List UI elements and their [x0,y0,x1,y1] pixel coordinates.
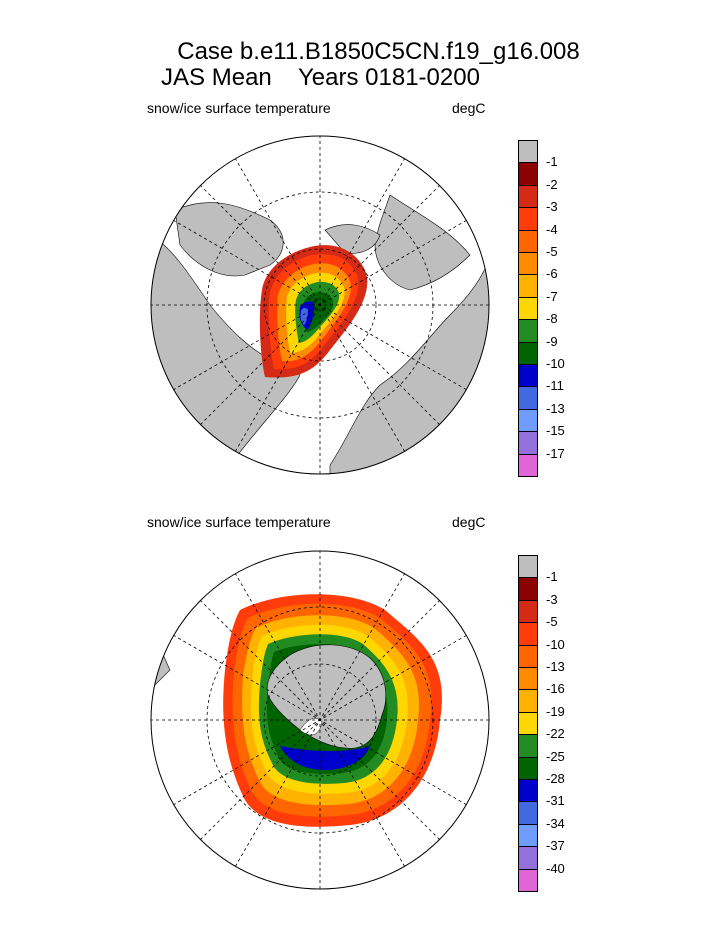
colorbar-tick-label: -9 [546,333,558,349]
colorbar-tick-label: -6 [546,266,558,282]
colorbar-tick-label: -5 [546,244,558,259]
colorbar-swatch [518,577,538,601]
colorbar-tick-label: -1 [546,154,558,170]
north-colorbar: -1 -2 -3 -4 -5 -6 -7 -8 -9 -10 -11 -13 -15 -17 [518,140,578,477]
colorbar-tick-label: -3 [546,199,558,215]
colorbar-swatch [518,846,538,870]
colorbar-tick-label: -2 [546,176,558,192]
colorbar-swatch [518,453,538,477]
colorbar-tick-label: -22 [546,726,565,742]
colorbar-tick-label: -17 [546,445,565,461]
colorbar-tick-label: -19 [546,703,565,719]
colorbar-swatch [518,140,538,164]
colorbar-swatch [518,667,538,691]
north-land-siberia-coast [324,224,381,254]
north-polar-map [150,135,490,475]
colorbar-tick-label: -40 [546,860,565,876]
colorbar-tick-label: -10 [546,636,565,652]
south-land-antarctica [266,644,387,749]
colorbar-swatch [518,296,538,321]
colorbar-tick-label: -15 [546,423,565,439]
north-land-greenland [174,202,284,277]
colorbar-swatch [518,756,538,780]
colorbar-swatch [518,689,538,713]
colorbar-tick-label: -8 [546,311,558,327]
colorbar-tick-label: -10 [546,356,565,371]
colorbar-swatch [518,319,538,343]
colorbar-swatch [518,779,538,803]
colorbar-swatch [518,386,538,410]
colorbar-swatch [518,274,538,298]
colorbar-tick-label: -11 [546,378,564,394]
colorbar-swatch [518,364,538,388]
colorbar-swatch [518,555,538,579]
colorbar-swatch [518,162,538,186]
title-line-1: Case b.e11.B1850C5CN.f19_g16.008 [177,38,580,65]
colorbar-swatch [518,252,538,276]
colorbar-swatch [518,734,538,758]
south-polar-map [150,550,490,890]
colorbar-tick-label: -34 [546,815,565,831]
colorbar-tick-label: -7 [546,288,558,304]
colorbar-swatch [518,599,538,624]
colorbar-swatch [518,622,538,646]
colorbar-swatch [518,408,538,433]
north-variable-label: snow/ice surface temperature [147,100,331,116]
colorbar-swatch [518,711,538,736]
colorbar-tick-label: -4 [546,221,558,237]
colorbar-tick-label: -5 [546,614,558,630]
colorbar-tick-label: -1 [546,569,558,585]
colorbar-swatch [518,801,538,825]
south-variable-label: snow/ice surface temperature [147,514,331,530]
colorbar-tick-label: -13 [546,400,565,416]
colorbar-tick-label: -3 [546,591,558,607]
colorbar-tick-label: -13 [546,659,565,674]
colorbar-tick-label: -25 [546,748,565,764]
colorbar-swatch [518,823,538,848]
colorbar-swatch [518,868,538,892]
title-line-2: JAS Mean Years 0181-0200 [161,64,480,91]
north-units-label: degC [452,100,486,116]
colorbar-tick-label: -37 [546,838,565,854]
colorbar-swatch [518,341,538,365]
colorbar-swatch [518,431,538,455]
colorbar-tick-label: -16 [546,681,565,697]
south-colorbar: -1 -3 -5 -10 -13 -16 -19 -22 -25 -28 -31 -34 -37 -40 [518,555,578,892]
colorbar-tick-label: -28 [546,771,565,786]
colorbar-swatch [518,207,538,231]
south-units-label: degC [452,514,486,530]
colorbar-swatch [518,229,538,253]
colorbar-swatch [518,184,538,209]
colorbar-tick-label: -31 [546,793,565,809]
colorbar-swatch [518,644,538,668]
